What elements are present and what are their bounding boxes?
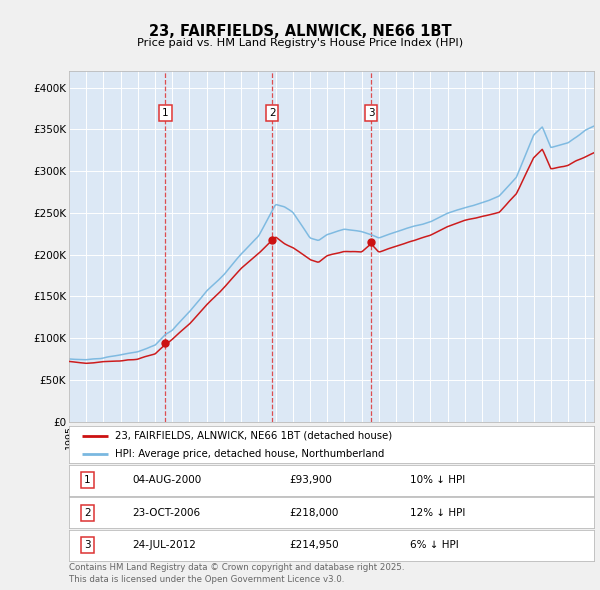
Text: 2: 2: [269, 107, 275, 117]
Text: 6% ↓ HPI: 6% ↓ HPI: [410, 540, 459, 550]
Text: 04-AUG-2000: 04-AUG-2000: [132, 476, 201, 485]
Text: Price paid vs. HM Land Registry's House Price Index (HPI): Price paid vs. HM Land Registry's House …: [137, 38, 463, 48]
Text: 12% ↓ HPI: 12% ↓ HPI: [410, 508, 466, 517]
Text: 1: 1: [84, 476, 91, 485]
Text: 10% ↓ HPI: 10% ↓ HPI: [410, 476, 466, 485]
Text: HPI: Average price, detached house, Northumberland: HPI: Average price, detached house, Nort…: [115, 449, 385, 459]
Text: Contains HM Land Registry data © Crown copyright and database right 2025.
This d: Contains HM Land Registry data © Crown c…: [69, 563, 404, 584]
Text: £214,950: £214,950: [290, 540, 339, 550]
Text: 1: 1: [162, 107, 169, 117]
Text: 3: 3: [368, 107, 374, 117]
Text: 23, FAIRFIELDS, ALNWICK, NE66 1BT: 23, FAIRFIELDS, ALNWICK, NE66 1BT: [149, 24, 451, 38]
Text: 23-OCT-2006: 23-OCT-2006: [132, 508, 200, 517]
Text: 24-JUL-2012: 24-JUL-2012: [132, 540, 196, 550]
Text: £93,900: £93,900: [290, 476, 332, 485]
Text: 23, FAIRFIELDS, ALNWICK, NE66 1BT (detached house): 23, FAIRFIELDS, ALNWICK, NE66 1BT (detac…: [115, 431, 392, 441]
Text: 2: 2: [84, 508, 91, 517]
Text: 3: 3: [84, 540, 91, 550]
Text: £218,000: £218,000: [290, 508, 339, 517]
